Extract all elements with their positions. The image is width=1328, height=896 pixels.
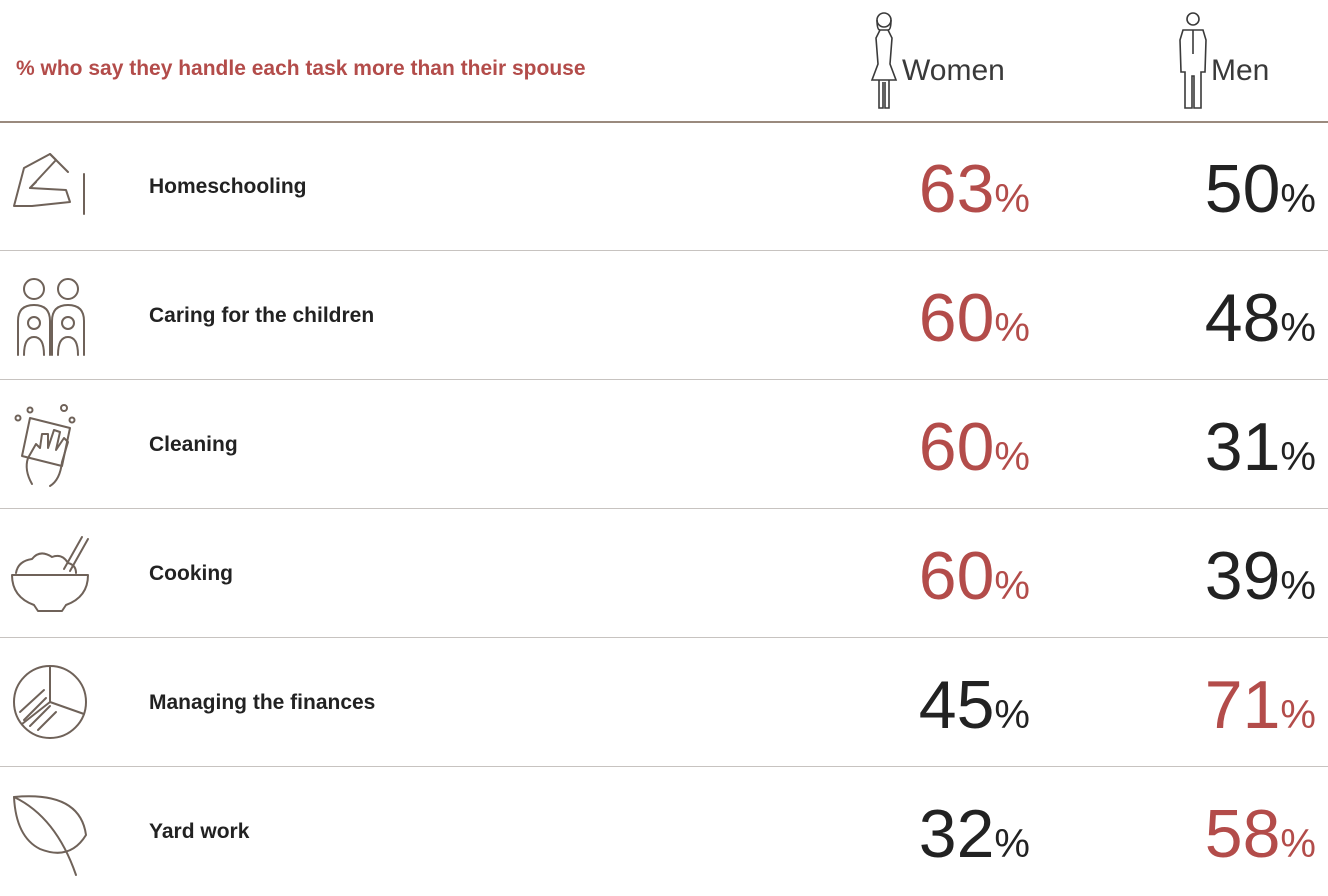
value-men: 48% [1150,273,1316,363]
column-label-men: Men [1211,54,1270,87]
children-icon [17,278,85,356]
hand-writing-icon [13,153,85,215]
chart-title: % who say they handle each task more tha… [16,57,586,80]
value-women: 45% [870,660,1030,750]
percent-sign: % [994,435,1030,479]
man-icon [1179,12,1207,109]
woman-icon [870,12,898,109]
task-label: Cooking [149,562,233,585]
header: % who say they handle each task more tha… [0,0,1328,122]
table-row: Yard work 32% 58% [0,767,1328,896]
value-number: 48 [1204,280,1281,356]
value-men: 58% [1150,789,1316,879]
percent-sign: % [1280,435,1316,479]
value-men: 50% [1150,144,1316,234]
task-label: Managing the finances [149,691,376,714]
row-divider [0,637,1328,638]
percent-sign: % [1280,822,1316,866]
pie-chart-icon [13,665,87,739]
value-women: 32% [870,789,1030,879]
percent-sign: % [1280,306,1316,350]
task-label: Yard work [149,820,250,843]
percent-sign: % [994,177,1030,221]
rice-bowl-icon [11,536,89,612]
table-row: Cooking 60% 39% [0,509,1328,638]
value-men: 31% [1150,402,1316,492]
value-number: 60 [918,538,995,614]
percent-sign: % [994,564,1030,608]
value-women: 60% [870,273,1030,363]
header-rule [0,121,1328,123]
percent-sign: % [1280,177,1316,221]
percent-sign: % [994,822,1030,866]
percent-sign: % [994,306,1030,350]
percent-sign: % [994,693,1030,737]
table-row: Homeschooling 63% 50% [0,122,1328,251]
row-divider [0,508,1328,509]
row-divider [0,766,1328,767]
value-number: 45 [918,667,995,743]
value-women: 60% [870,402,1030,492]
percent-sign: % [1280,693,1316,737]
value-number: 63 [918,151,995,227]
value-number: 58 [1204,796,1281,872]
value-men: 71% [1150,660,1316,750]
value-men: 39% [1150,531,1316,621]
leaf-icon [13,795,87,876]
table-row: Managing the finances 45% 71% [0,638,1328,767]
table-row: Caring for the children 60% 48% [0,251,1328,380]
percent-sign: % [1280,564,1316,608]
table-row: Cleaning 60% 31% [0,380,1328,509]
row-divider [0,379,1328,380]
value-women: 60% [870,531,1030,621]
value-number: 39 [1204,538,1281,614]
cleaning-hand-icon [14,404,76,487]
task-label: Caring for the children [149,304,375,327]
task-label: Cleaning [149,433,238,456]
value-number: 31 [1204,409,1281,485]
value-number: 32 [918,796,995,872]
value-women: 63% [870,144,1030,234]
task-label: Homeschooling [149,175,307,198]
row-divider [0,250,1328,251]
value-number: 71 [1204,667,1281,743]
value-number: 50 [1204,151,1281,227]
value-number: 60 [918,280,995,356]
value-number: 60 [918,409,995,485]
column-label-women: Women [902,54,1005,87]
